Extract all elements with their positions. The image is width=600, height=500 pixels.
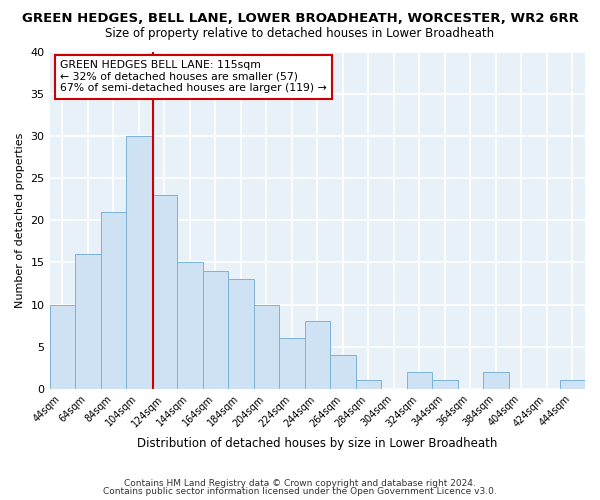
Text: Contains HM Land Registry data © Crown copyright and database right 2024.: Contains HM Land Registry data © Crown c… xyxy=(124,478,476,488)
Bar xyxy=(177,262,203,389)
Bar xyxy=(254,304,279,389)
Bar xyxy=(483,372,509,389)
Y-axis label: Number of detached properties: Number of detached properties xyxy=(15,132,25,308)
Text: GREEN HEDGES, BELL LANE, LOWER BROADHEATH, WORCESTER, WR2 6RR: GREEN HEDGES, BELL LANE, LOWER BROADHEAT… xyxy=(22,12,578,26)
Bar xyxy=(101,212,126,389)
Bar xyxy=(432,380,458,389)
X-axis label: Distribution of detached houses by size in Lower Broadheath: Distribution of detached houses by size … xyxy=(137,437,497,450)
Bar xyxy=(407,372,432,389)
Bar xyxy=(203,271,228,389)
Bar xyxy=(305,322,330,389)
Text: Contains public sector information licensed under the Open Government Licence v3: Contains public sector information licen… xyxy=(103,487,497,496)
Bar xyxy=(228,279,254,389)
Bar xyxy=(560,380,585,389)
Bar xyxy=(75,254,101,389)
Bar xyxy=(50,304,75,389)
Text: Size of property relative to detached houses in Lower Broadheath: Size of property relative to detached ho… xyxy=(106,28,494,40)
Text: GREEN HEDGES BELL LANE: 115sqm
← 32% of detached houses are smaller (57)
67% of : GREEN HEDGES BELL LANE: 115sqm ← 32% of … xyxy=(60,60,327,93)
Bar xyxy=(279,338,305,389)
Bar xyxy=(126,136,152,389)
Bar xyxy=(152,195,177,389)
Bar xyxy=(330,355,356,389)
Bar xyxy=(356,380,381,389)
